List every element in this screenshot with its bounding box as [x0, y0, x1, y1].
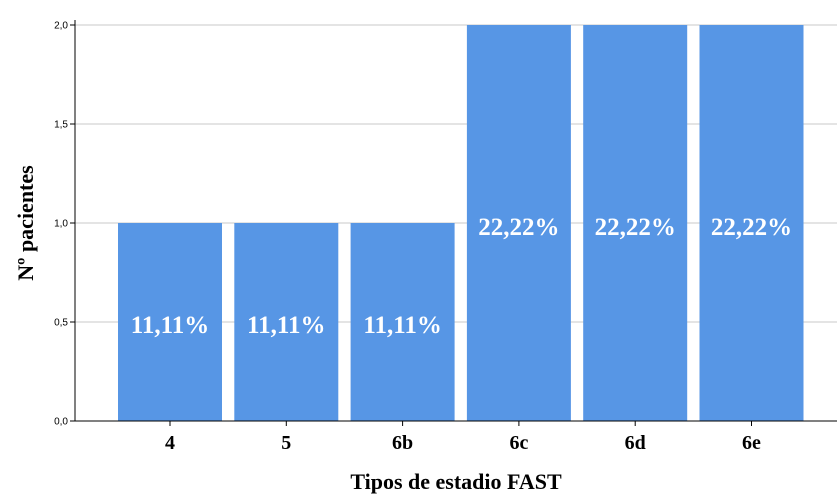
data-label-5: 11,11%: [247, 312, 326, 339]
y-axis-title: Nº pacientes: [13, 165, 38, 281]
y-tick-label: 1,0: [54, 219, 68, 230]
data-label-6b: 11,11%: [363, 312, 442, 339]
x-tick-label-6b: 6b: [392, 432, 413, 454]
bar-6b: [350, 223, 455, 421]
y-tick-label: 0,5: [54, 318, 68, 329]
bars: [118, 25, 804, 421]
bar-4: [118, 223, 222, 421]
x-tick-label-5: 5: [281, 432, 291, 454]
x-tick-label-4: 4: [165, 432, 175, 454]
bar-6e: [699, 25, 804, 421]
x-tick-labels: 4 5 6b 6c 6d 6e: [165, 421, 761, 454]
y-tick-label: 2,0: [54, 21, 68, 32]
bar-5: [234, 223, 339, 421]
data-labels: 11,11% 11,11% 11,11% 22,22% 22,22% 22,22%: [131, 214, 792, 339]
data-label-6e: 22,22%: [711, 214, 792, 241]
x-axis-title: Tipos de estadio FAST: [350, 469, 562, 494]
y-tick-label: 1,5: [54, 120, 68, 131]
data-label-4: 11,11%: [131, 312, 210, 339]
x-tick-label-6d: 6d: [625, 432, 646, 454]
bar-6d: [583, 25, 688, 421]
x-tick-label-6c: 6c: [509, 432, 528, 454]
x-tick-label-6e: 6e: [742, 432, 761, 454]
data-label-6c: 22,22%: [478, 214, 559, 241]
bar-6c: [466, 25, 571, 421]
y-tick-labels: 0,0 0,5 1,0 1,5 2,0: [54, 21, 75, 428]
data-label-6d: 22,22%: [595, 214, 676, 241]
y-tick-label: 0,0: [54, 417, 68, 428]
